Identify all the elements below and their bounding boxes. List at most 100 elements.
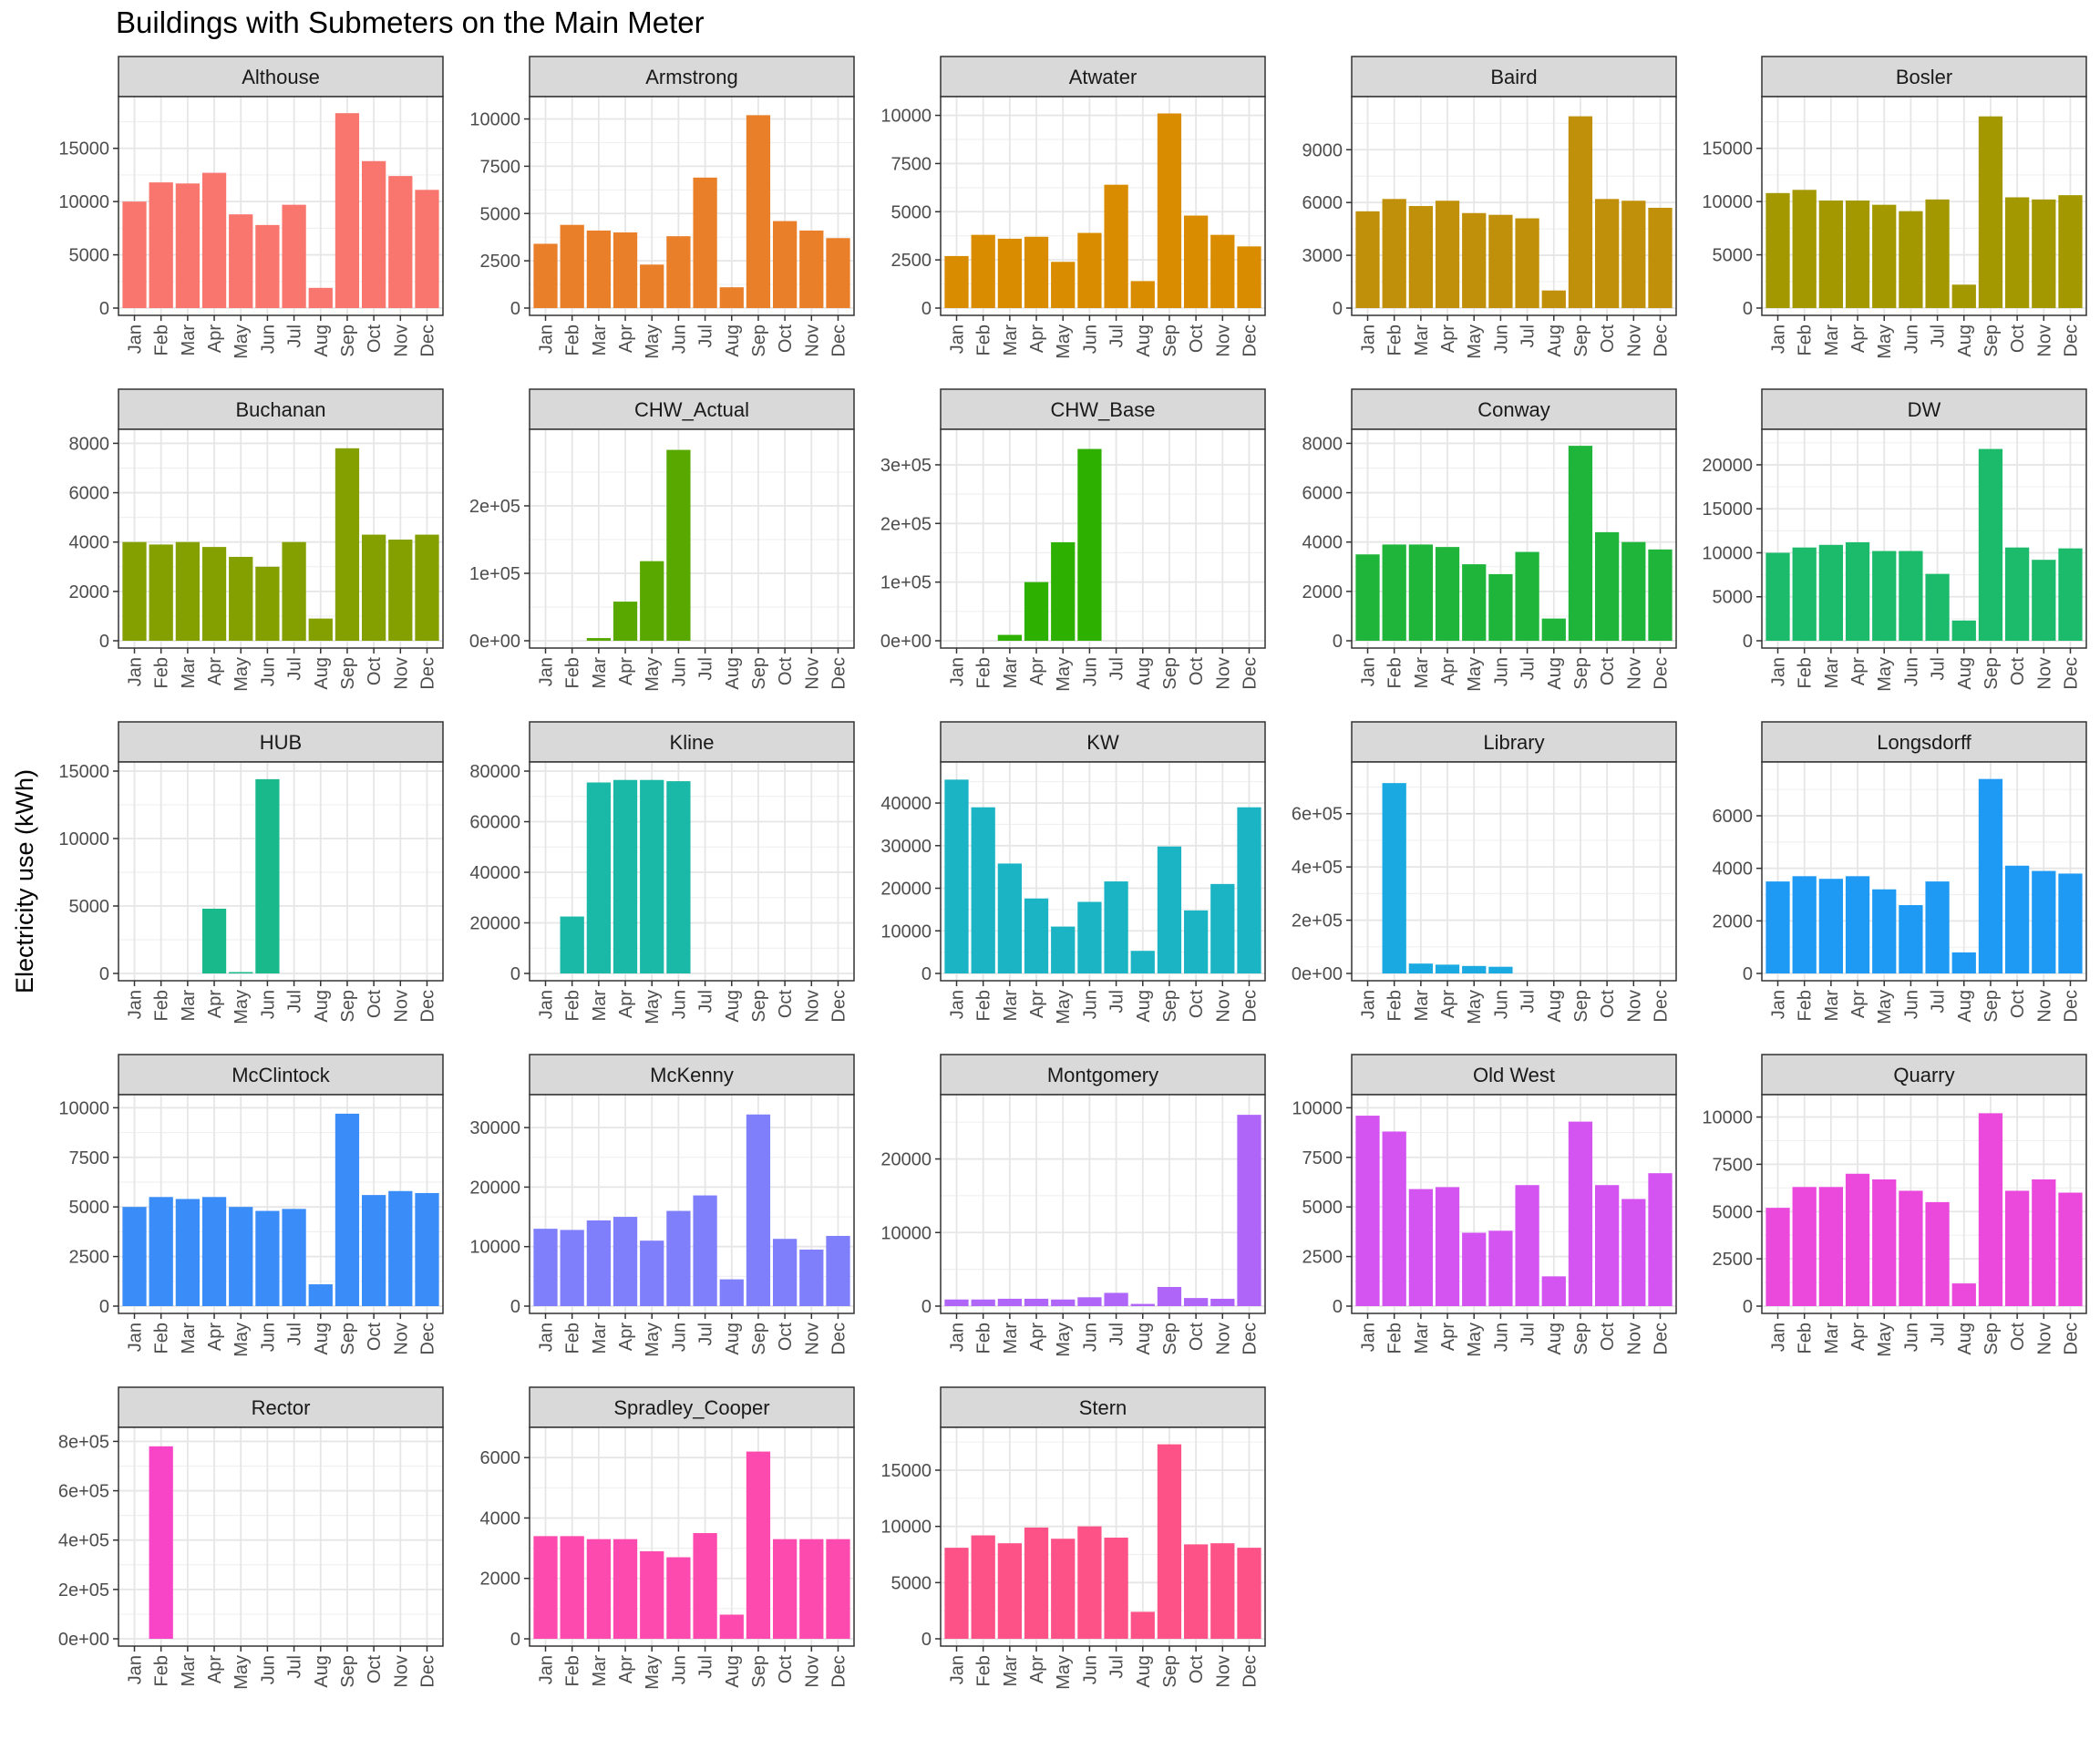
x-tick-label: Aug	[723, 1655, 743, 1688]
y-tick-label: 10000	[880, 107, 932, 127]
x-tick-label: Apr	[1438, 990, 1458, 1018]
bar-kw-dec	[1237, 807, 1261, 973]
bar-hub-apr	[201, 908, 227, 973]
x-tick-label: Feb	[1796, 324, 1816, 355]
bar-kw-nov	[1210, 883, 1235, 973]
x-tick-label: Dec	[2061, 324, 2081, 357]
x-tick-label: Nov	[391, 657, 411, 690]
x-tick-label: Feb	[1385, 324, 1405, 355]
y-tick-label: 7500	[1302, 1148, 1343, 1168]
x-tick-label: Feb	[974, 990, 994, 1021]
y-tick-label: 4000	[69, 533, 110, 553]
x-tick-label: Mar	[1822, 657, 1842, 689]
panel-border	[940, 1094, 1266, 1314]
bar-baird-oct	[1595, 199, 1620, 308]
x-tick-label: Jul	[1518, 324, 1539, 348]
facet-strip-label: Armstrong	[645, 66, 737, 88]
bar-longsdorff-jun	[1899, 905, 1923, 973]
bar-montgomery-jun	[1077, 1297, 1102, 1306]
x-tick-label: Oct	[365, 990, 385, 1019]
x-tick-label: Dec	[417, 324, 438, 357]
panel-border	[1351, 428, 1677, 649]
x-tick-label: Oct	[1187, 1323, 1207, 1352]
bar-bosler-jan	[1765, 192, 1790, 308]
bar-kw-sep	[1157, 846, 1182, 973]
x-tick-label: Dec	[1651, 1323, 1671, 1355]
bar-kw-apr	[1024, 898, 1049, 973]
bar-atwater-jun	[1077, 232, 1102, 308]
facet-strip-label: DW	[1908, 398, 1941, 421]
y-tick-label: 0	[921, 1297, 932, 1317]
y-tick-label: 2500	[69, 1248, 110, 1268]
y-tick-label: 0	[510, 964, 520, 984]
bar-quarry-dec	[2058, 1192, 2083, 1306]
bar-conway-aug	[1541, 618, 1566, 641]
x-tick-label: Jul	[1929, 1323, 1949, 1346]
bar-mckenny-mar	[586, 1220, 611, 1306]
y-tick-label: 6e+05	[1292, 805, 1343, 825]
facet-bosler: Bosler 0 5000 10000 15000 Jan Feb Mar Apr May Jun J…	[1702, 56, 2087, 359]
x-tick-label: Aug	[312, 1323, 332, 1355]
x-tick-label: Sep	[338, 990, 358, 1023]
bar-hub-jun	[255, 778, 280, 973]
y-tick-label: 15000	[1702, 139, 1753, 160]
bar-buchanan-mar	[175, 541, 200, 641]
x-tick-label: Apr	[1848, 657, 1868, 685]
x-tick-label: Jun	[669, 657, 689, 686]
bar-longsdorff-nov	[2032, 870, 2056, 973]
y-tick-label: 30000	[880, 837, 932, 857]
bar-rector-feb	[149, 1446, 173, 1639]
facet-kline: Kline 0 20000 40000 60000 80000 Jan Feb Mar Apr Ma…	[469, 721, 855, 1024]
bar-armstrong-dec	[826, 238, 850, 308]
x-tick-label: Sep	[749, 1323, 769, 1355]
bar-mcclintock-jun	[255, 1210, 280, 1306]
bar-bosler-jul	[1925, 199, 1950, 308]
facet-strip	[940, 56, 1266, 98]
x-tick-label: Mar	[1412, 990, 1432, 1022]
x-tick-label: Oct	[1187, 324, 1207, 354]
bar-kw-oct	[1184, 910, 1209, 973]
x-tick-label: Jan	[948, 1655, 968, 1684]
y-tick-label: 0	[1743, 632, 1753, 652]
x-tick-label: Mar	[1412, 657, 1432, 689]
x-tick-label: Jan	[126, 657, 146, 686]
y-tick-label: 5000	[891, 202, 932, 222]
x-tick-label: Sep	[1160, 324, 1180, 357]
x-tick-label: Apr	[1027, 990, 1047, 1018]
x-tick-label: Dec	[1240, 1655, 1260, 1688]
x-tick-label: Jul	[696, 1323, 716, 1346]
bar-chw-actual-may	[640, 561, 664, 641]
bar-conway-jan	[1355, 554, 1380, 641]
facet-strip-label: McKenny	[650, 1064, 734, 1086]
y-tick-label: 2000	[69, 582, 110, 602]
x-tick-label: Feb	[1796, 1323, 1816, 1354]
x-tick-label: Jul	[1107, 657, 1127, 681]
y-tick-label: 2e+05	[880, 514, 932, 534]
x-tick-label: Nov	[391, 1323, 411, 1355]
bar-buchanan-aug	[308, 618, 333, 641]
x-tick-label: Jun	[258, 657, 278, 686]
x-tick-label: Feb	[563, 657, 583, 688]
y-tick-label: 10000	[880, 1518, 932, 1538]
bar-mcclintock-aug	[308, 1284, 333, 1306]
bar-althouse-dec	[415, 190, 439, 308]
x-tick-label: Apr	[205, 1655, 225, 1683]
x-tick-label: May	[1054, 324, 1074, 359]
bar-armstrong-feb	[560, 224, 584, 308]
bar-library-may	[1462, 965, 1487, 973]
bar-mcclintock-jan	[122, 1207, 147, 1306]
x-tick-label: Feb	[563, 1655, 583, 1686]
y-tick-label: 0e+00	[469, 632, 520, 652]
x-tick-label: Jul	[1929, 990, 1949, 1014]
x-tick-label: Apr	[205, 324, 225, 353]
bar-althouse-jan	[122, 201, 147, 308]
y-tick-label: 8e+05	[58, 1432, 109, 1452]
x-tick-label: Aug	[1134, 1655, 1154, 1688]
x-tick-label: Nov	[1213, 324, 1233, 357]
bar-kline-apr	[612, 779, 638, 973]
bar-bosler-apr	[1845, 200, 1870, 308]
facet-strip	[1761, 721, 2087, 763]
x-tick-label: Jun	[258, 990, 278, 1019]
y-tick-label: 30000	[469, 1118, 520, 1138]
y-tick-label: 6000	[1302, 193, 1343, 213]
